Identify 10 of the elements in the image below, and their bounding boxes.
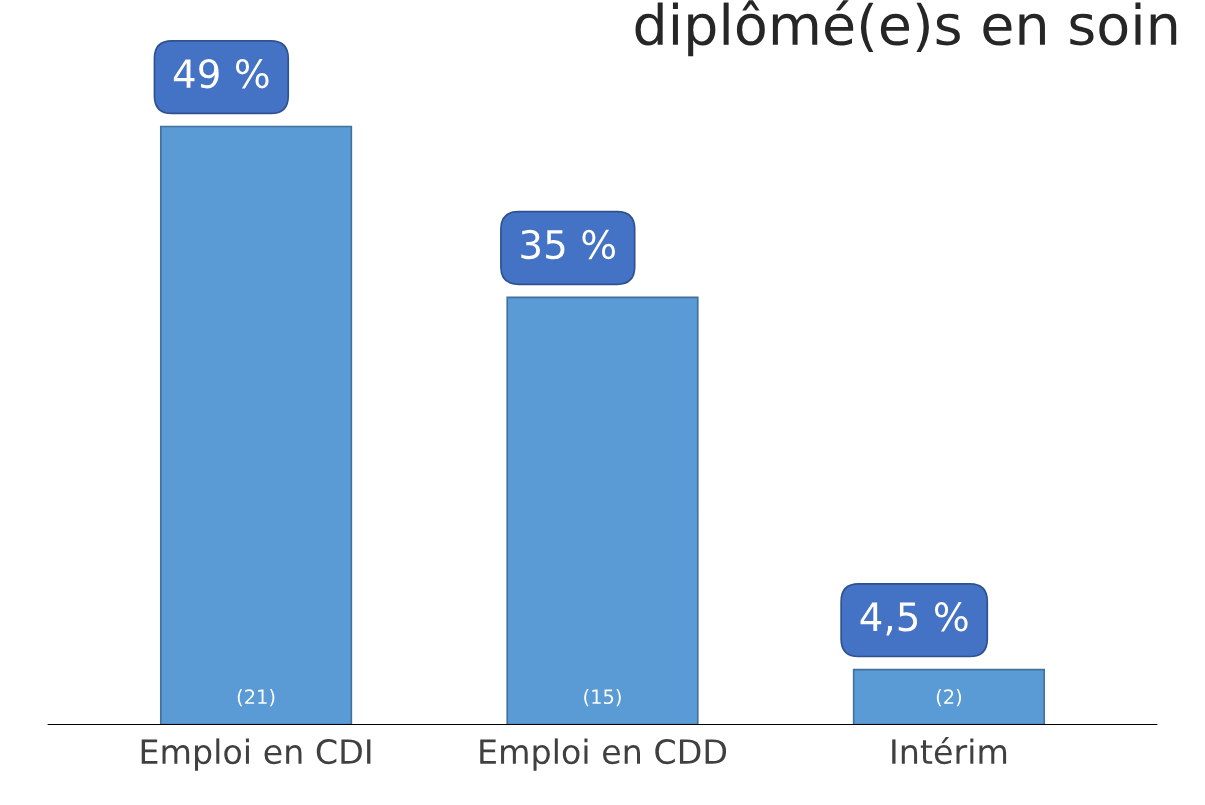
data-label: 49 %	[173, 58, 269, 89]
x-tick-label: Emploi en CDI	[141, 738, 371, 771]
annotation: (15)	[584, 689, 621, 707]
chart-title: diplômé(e)s en soin	[635, 0, 1177, 57]
x-tick-label: Emploi en CDD	[480, 738, 727, 771]
data-label: 4,5 %	[860, 602, 968, 636]
x-tick-label: Intérim	[892, 737, 1007, 765]
annotation: (21)	[237, 689, 275, 707]
annotation: (2)	[936, 689, 962, 707]
data-label: 35 %	[521, 229, 616, 260]
